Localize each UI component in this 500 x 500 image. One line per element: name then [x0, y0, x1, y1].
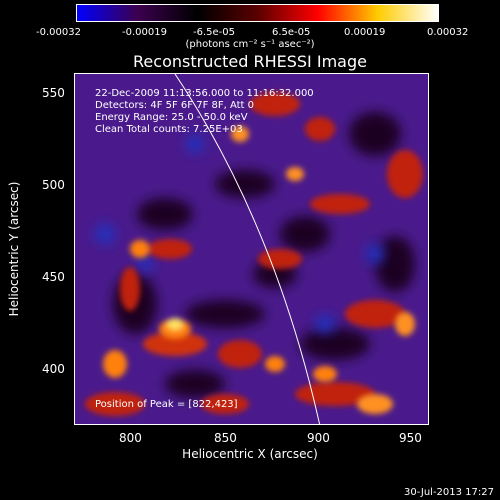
energy-range-label: Energy Range: 25.0 - 50.0 keV: [95, 112, 248, 123]
x-tick-label: 800: [119, 431, 142, 445]
colorbar: [76, 4, 439, 22]
clean-counts-label: Clean Total counts: 7.25E+03: [95, 124, 243, 135]
x-tick-label: 950: [399, 431, 422, 445]
x-tick-label: 900: [307, 431, 330, 445]
colorbar-unit-label: (photons cm⁻² s⁻¹ asec⁻²): [185, 39, 315, 50]
colorbar-tick: -0.00032: [36, 27, 81, 38]
colorbar-tick: -0.00019: [122, 27, 167, 38]
image-title: Reconstructed RHESSI Image: [133, 52, 367, 71]
solar-limb-curve: [174, 74, 321, 424]
time-range-label: 22-Dec-2009 11:13:56.000 to 11:16:32.000: [95, 88, 314, 99]
emission-layer-blue: [95, 135, 384, 333]
y-tick-label: 550: [42, 86, 65, 100]
x-tick-label: 850: [214, 431, 237, 445]
solar-image: [75, 74, 428, 424]
emission-layer-hot: [103, 126, 415, 414]
colorbar-tick: 0.00032: [427, 27, 469, 38]
emission-layer-red: [85, 92, 423, 416]
colorbar-tick: 0.00019: [344, 27, 386, 38]
y-tick-label: 450: [42, 270, 65, 284]
timestamp-footer: 30-Jul-2013 17:27: [403, 487, 494, 498]
x-axis-label: Heliocentric X (arcsec): [182, 447, 318, 461]
y-axis-label: Heliocentric Y (arcsec): [7, 181, 21, 317]
emission-layer-dark: [113, 112, 415, 398]
detectors-label: Detectors: 4F 5F 6F 7F 8F, Att 0: [95, 100, 255, 111]
peak-position-label: Position of Peak = [822,423]: [95, 399, 238, 410]
y-tick-label: 400: [42, 362, 65, 376]
colorbar-tick: -6.5e-05: [193, 27, 235, 38]
colorbar-tick: 6.5e-05: [272, 27, 311, 38]
image-plot: 22-Dec-2009 11:13:56.000 to 11:16:32.000…: [74, 73, 429, 425]
y-tick-label: 500: [42, 178, 65, 192]
